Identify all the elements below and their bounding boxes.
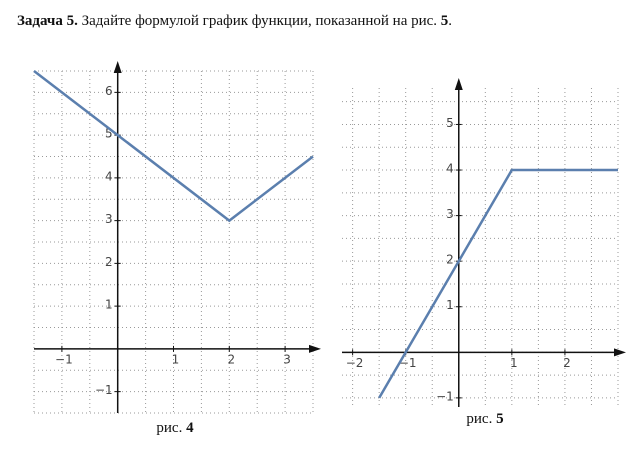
y-tick-label: 2 <box>105 255 113 269</box>
x-tick-label: −2 <box>346 356 364 370</box>
line <box>378 168 618 399</box>
y-tick-label: 3 <box>446 207 454 221</box>
x-arrow <box>309 344 321 353</box>
x-tick-label: 1 <box>510 356 518 370</box>
y-arrow <box>113 61 122 73</box>
y-tick-label: 1 <box>105 298 113 312</box>
line <box>33 70 314 223</box>
caption-text: рис. <box>466 411 492 427</box>
task-text: Задайте формулой график функции, показан… <box>82 13 437 29</box>
x-tick-label: 2 <box>563 356 571 370</box>
y-tick-label: 5 <box>446 116 454 130</box>
caption-text: рис. <box>156 420 182 436</box>
header: Задача 5. Задайте формулой график функци… <box>17 13 452 29</box>
task-number: 5 <box>441 13 449 29</box>
y-tick-label: 2 <box>446 253 454 267</box>
caption: рис. 4 <box>156 420 194 436</box>
x-tick-label: −1 <box>399 356 417 370</box>
task-end: . <box>448 13 452 29</box>
caption: рис. 5 <box>466 411 503 427</box>
y-tick-label: 3 <box>105 212 113 226</box>
y-tick-label: 5 <box>105 127 113 141</box>
caption-number: 4 <box>186 420 194 436</box>
task-label: Задача 5. <box>17 13 78 29</box>
y-tick-label: −1 <box>436 389 454 403</box>
y-tick-label: 6 <box>105 84 113 98</box>
y-tick-label: −1 <box>95 383 113 397</box>
x-arrow <box>614 348 626 357</box>
x-tick-label: 2 <box>227 352 235 366</box>
y-arrow <box>454 78 463 90</box>
y-tick-label: 4 <box>105 169 113 183</box>
x-tick-label: 1 <box>172 352 180 366</box>
y-tick-label: 4 <box>446 162 454 176</box>
caption-number: 5 <box>496 411 504 427</box>
y-tick-label: 1 <box>446 298 454 312</box>
x-tick-label: 3 <box>283 352 291 366</box>
x-tick-label: −1 <box>55 352 73 366</box>
